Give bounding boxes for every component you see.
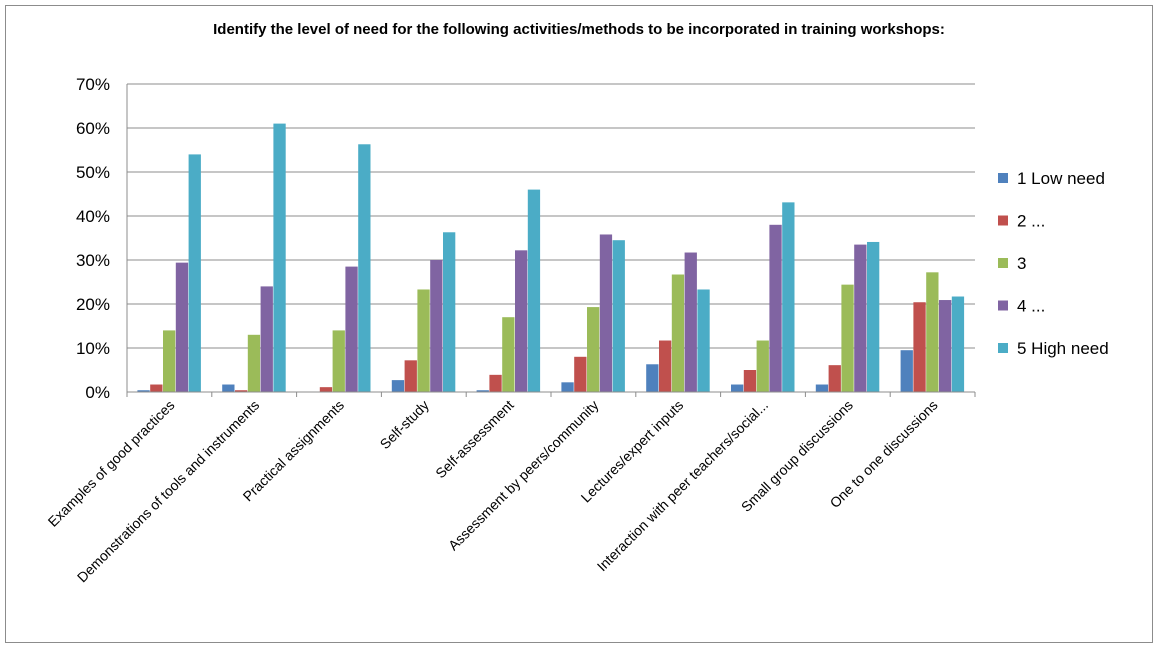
bar <box>273 123 286 392</box>
bar <box>235 390 248 392</box>
legend: 1 Low need 2 ... 3 4 ... 5 High need <box>998 169 1109 358</box>
legend-swatch <box>998 300 1008 311</box>
bar <box>332 330 345 392</box>
bar <box>404 360 417 392</box>
legend-label: 1 Low need <box>1017 169 1105 188</box>
bar <box>828 365 841 392</box>
bar <box>150 384 163 392</box>
bar <box>867 241 880 392</box>
bar <box>743 370 757 392</box>
bar <box>684 252 697 392</box>
legend-swatch <box>998 173 1008 183</box>
legend-swatch <box>998 343 1008 353</box>
bars <box>137 123 965 392</box>
y-axis-tick-labels: 0% 10% 20% 30% 40% 50% 60% 70% <box>76 75 110 402</box>
bar <box>841 284 854 392</box>
bar <box>489 374 502 392</box>
bar <box>430 260 443 392</box>
axes <box>126 84 976 397</box>
bar <box>247 334 261 392</box>
bar <box>222 384 235 392</box>
bar <box>319 387 333 392</box>
bar <box>612 240 625 392</box>
y-tick-label: 30% <box>76 251 110 270</box>
bar <box>163 330 176 392</box>
bar <box>443 232 456 392</box>
bar <box>731 384 744 392</box>
y-tick-label: 60% <box>76 119 110 138</box>
y-tick-label: 70% <box>76 75 110 94</box>
bar <box>515 250 528 392</box>
bar <box>502 317 515 392</box>
legend-swatch <box>998 258 1008 268</box>
bar <box>476 390 489 392</box>
bar <box>561 382 574 392</box>
legend-swatch <box>998 215 1008 226</box>
bar <box>769 224 782 392</box>
bar <box>175 262 189 392</box>
bar <box>951 296 965 392</box>
legend-label: 5 High need <box>1017 339 1109 358</box>
bar <box>574 356 587 392</box>
bar <box>417 289 430 392</box>
y-tick-label: 10% <box>76 339 110 358</box>
bar <box>782 202 795 392</box>
bar <box>587 307 600 392</box>
legend-label: 4 ... <box>1017 297 1045 316</box>
bar <box>900 350 913 392</box>
bar <box>926 272 939 392</box>
y-tick-label: 0% <box>85 383 110 402</box>
bar <box>391 380 405 392</box>
bar <box>756 340 769 392</box>
bar <box>599 234 613 392</box>
legend-label: 3 <box>1017 254 1026 273</box>
y-tick-label: 20% <box>76 295 110 314</box>
bar <box>260 286 273 392</box>
bar <box>646 364 659 392</box>
bar <box>527 189 541 392</box>
bar <box>697 289 710 392</box>
y-tick-label: 40% <box>76 207 110 226</box>
bar <box>358 144 371 392</box>
bar <box>659 340 672 392</box>
bar <box>188 154 201 392</box>
bar <box>939 300 952 392</box>
y-tick-label: 50% <box>76 163 110 182</box>
bar <box>854 244 867 392</box>
legend-label: 2 ... <box>1017 212 1045 231</box>
bar <box>913 302 926 392</box>
bar <box>671 274 685 392</box>
bar <box>345 266 358 392</box>
bar <box>815 384 829 392</box>
chart-title: Identify the level of need for the follo… <box>213 21 945 38</box>
bar <box>137 390 150 392</box>
